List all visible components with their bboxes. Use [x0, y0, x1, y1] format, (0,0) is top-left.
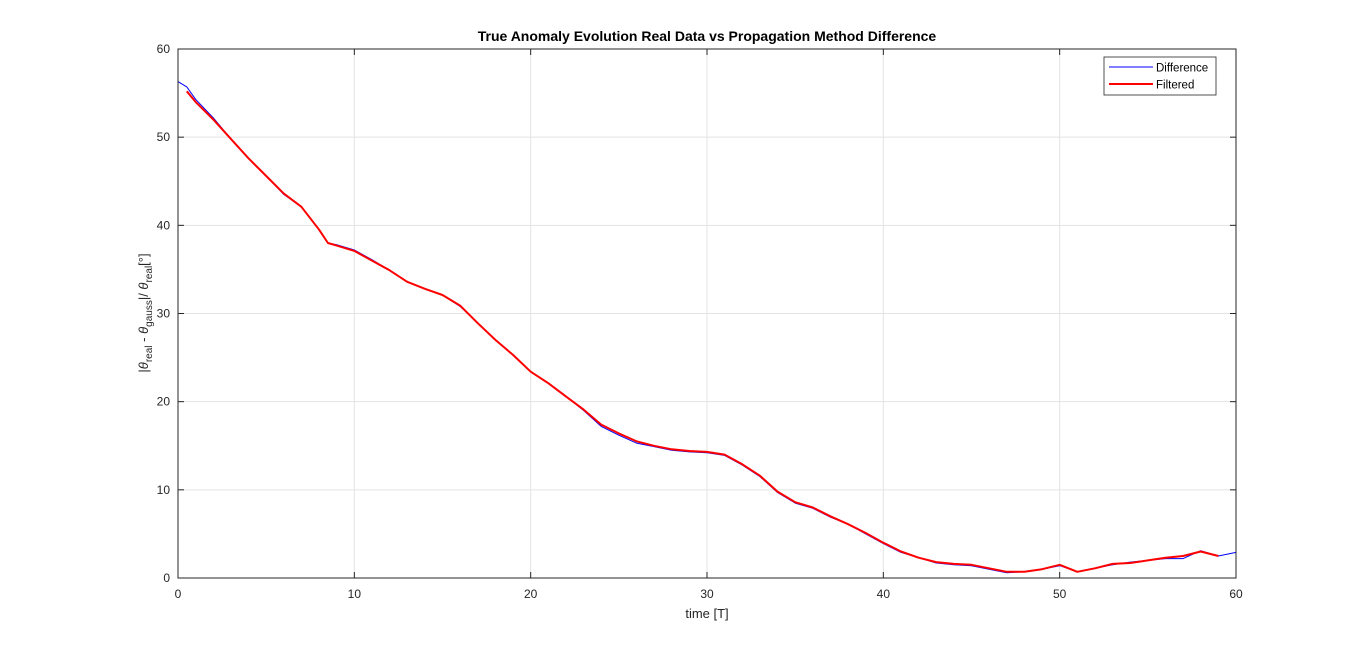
y-label-theta-1: θ [136, 362, 151, 369]
series-line-filtered [186, 90, 1219, 573]
y-axis-label: |θreal - θgauss|/ θreal[°] [136, 253, 155, 372]
x-tick-label: 20 [524, 587, 538, 601]
y-label-unit: [°] [136, 253, 151, 265]
y-label-bar-2: |/ [136, 290, 151, 301]
series-layer [177, 81, 1237, 574]
x-tick-label: 50 [1053, 587, 1067, 601]
y-label-bar-1: | [136, 369, 151, 372]
y-label-theta-3: θ [136, 283, 151, 290]
y-label-sub-gauss: gauss [144, 300, 155, 327]
x-axis-label: time [T] [685, 606, 728, 621]
y-tick-label: 0 [163, 571, 170, 585]
y-label-sub-real-1: real [144, 345, 155, 362]
y-tick-label: 60 [157, 42, 171, 56]
axis-ticks: 0 10 20 30 40 50 60 0 10 20 30 40 50 60 [157, 42, 1243, 601]
legend-box [1103, 56, 1217, 96]
y-label-theta-2: θ [136, 327, 151, 334]
x-tick-label: 30 [700, 587, 714, 601]
y-tick-label: 10 [157, 483, 171, 497]
legend: Difference Filtered [1103, 56, 1217, 96]
y-tick-label: 20 [157, 395, 171, 409]
legend-label-difference: Difference [1156, 63, 1208, 75]
y-label-minus: - [136, 334, 151, 346]
x-tick-label: 0 [175, 587, 182, 601]
y-tick-label: 50 [157, 130, 171, 144]
y-tick-label: 40 [157, 218, 171, 232]
x-tick-label: 40 [877, 587, 891, 601]
legend-label-filtered: Filtered [1156, 80, 1194, 92]
chart-title: True Anomaly Evolution Real Data vs Prop… [478, 28, 937, 44]
x-tick-label: 60 [1229, 587, 1243, 601]
y-label-sub-real-2: real [144, 266, 155, 283]
x-tick-label: 10 [348, 587, 362, 601]
y-tick-label: 30 [157, 307, 171, 321]
